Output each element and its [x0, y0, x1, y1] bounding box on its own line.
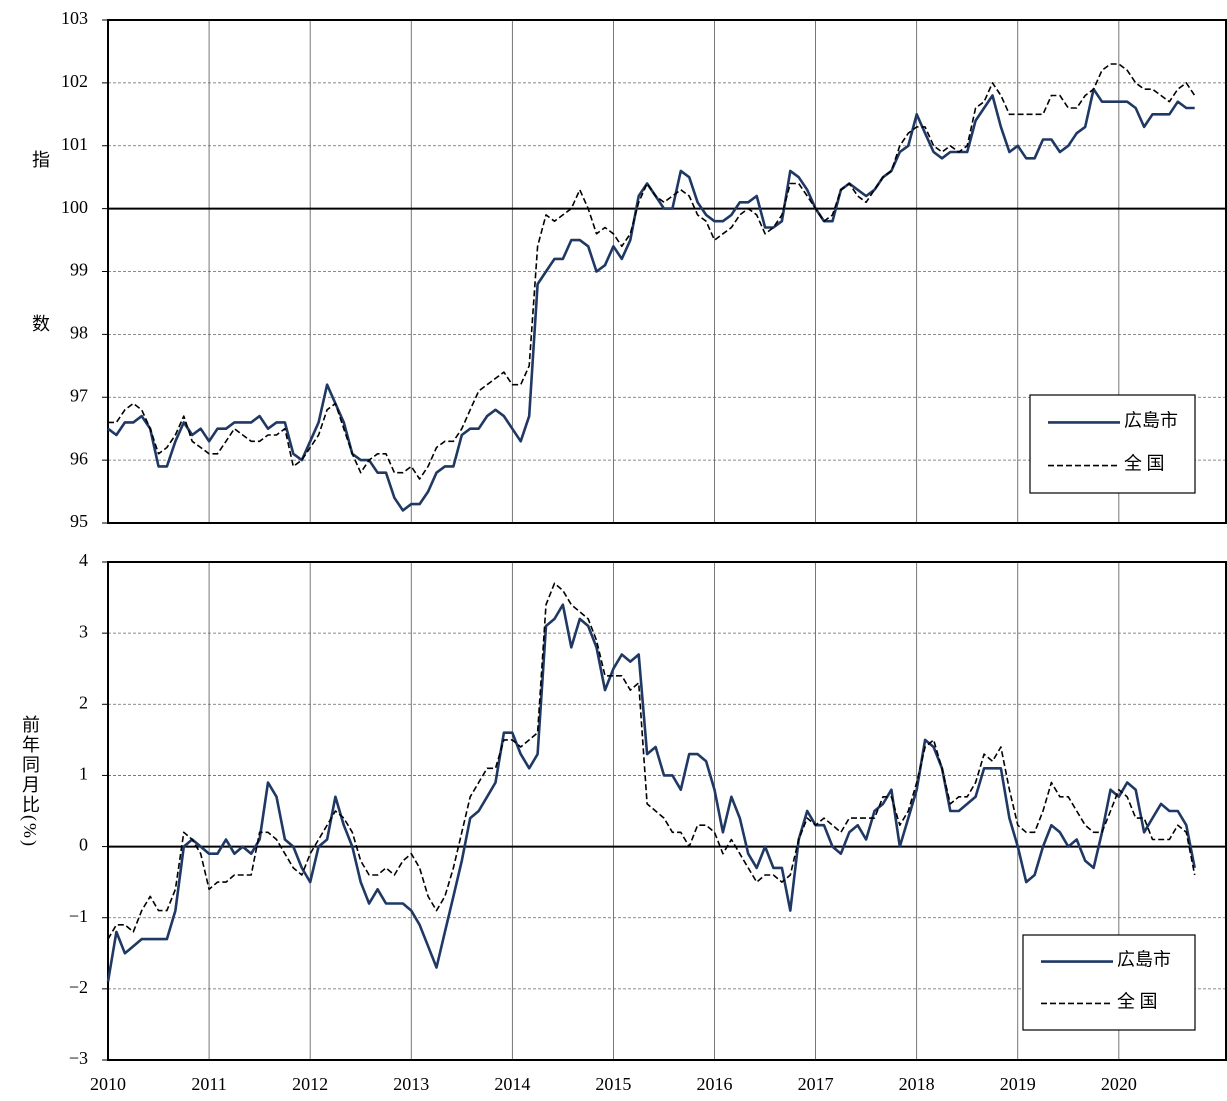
y-tick-label: 1 — [79, 764, 88, 784]
x-tick-label: 2011 — [191, 1074, 226, 1094]
x-tick-label: 2016 — [697, 1074, 733, 1094]
plot-frame — [107, 561, 1227, 1061]
series-line — [107, 582, 1196, 940]
y-tick-label: 97 — [70, 385, 88, 405]
y-tick-label: 4 — [79, 550, 88, 570]
y-tick-label: 3 — [79, 621, 88, 641]
y-tick-label: 101 — [61, 134, 88, 154]
legend-label: 全 国 — [1117, 992, 1158, 1012]
y-tick-label: 100 — [61, 197, 88, 217]
y-tick-label: 0 — [79, 835, 88, 855]
x-tick-label: 2018 — [899, 1074, 935, 1094]
x-tick-label: 2017 — [798, 1074, 834, 1094]
y-tick-label: 103 — [61, 8, 88, 28]
x-tick-label: 2015 — [595, 1074, 631, 1094]
y-tick-label: −2 — [69, 977, 88, 997]
series-line — [108, 63, 1196, 480]
y-tick-label: 102 — [61, 71, 88, 91]
y-tick-label: 98 — [70, 323, 88, 343]
y-tick-label: −3 — [69, 1048, 88, 1068]
legend-box — [1029, 394, 1196, 494]
y-tick-label: 99 — [70, 260, 88, 280]
y-tick-label: 96 — [70, 448, 88, 468]
y-axis-label: 指数 — [30, 150, 50, 478]
legend-box — [1022, 934, 1196, 1031]
x-tick-label: 2010 — [90, 1074, 126, 1094]
x-tick-label: 2014 — [494, 1074, 530, 1094]
y-tick-label: 2 — [79, 692, 88, 712]
x-tick-label: 2019 — [1000, 1074, 1036, 1094]
y-axis-label: 前年同月比(%) — [19, 715, 40, 848]
x-tick-label: 2013 — [393, 1074, 429, 1094]
x-tick-label: 2020 — [1101, 1074, 1137, 1094]
legend-label: 広島市 — [1117, 950, 1171, 970]
legend-label: 広島市 — [1124, 411, 1178, 431]
x-tick-label: 2012 — [292, 1074, 328, 1094]
legend-label: 全 国 — [1124, 454, 1165, 474]
plot-frame — [107, 19, 1227, 524]
y-tick-label: −1 — [69, 906, 88, 926]
y-tick-label: 95 — [70, 511, 88, 531]
series-line — [106, 603, 1196, 982]
